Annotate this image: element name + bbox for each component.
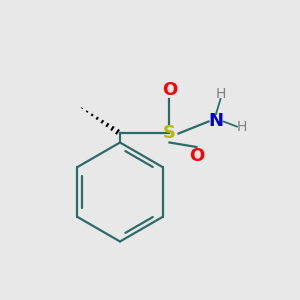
- Text: O: O: [189, 147, 204, 165]
- Text: O: O: [162, 81, 177, 99]
- Text: H: H: [215, 88, 226, 101]
- Text: N: N: [208, 112, 224, 130]
- Text: H: H: [236, 120, 247, 134]
- Text: S: S: [163, 124, 176, 142]
